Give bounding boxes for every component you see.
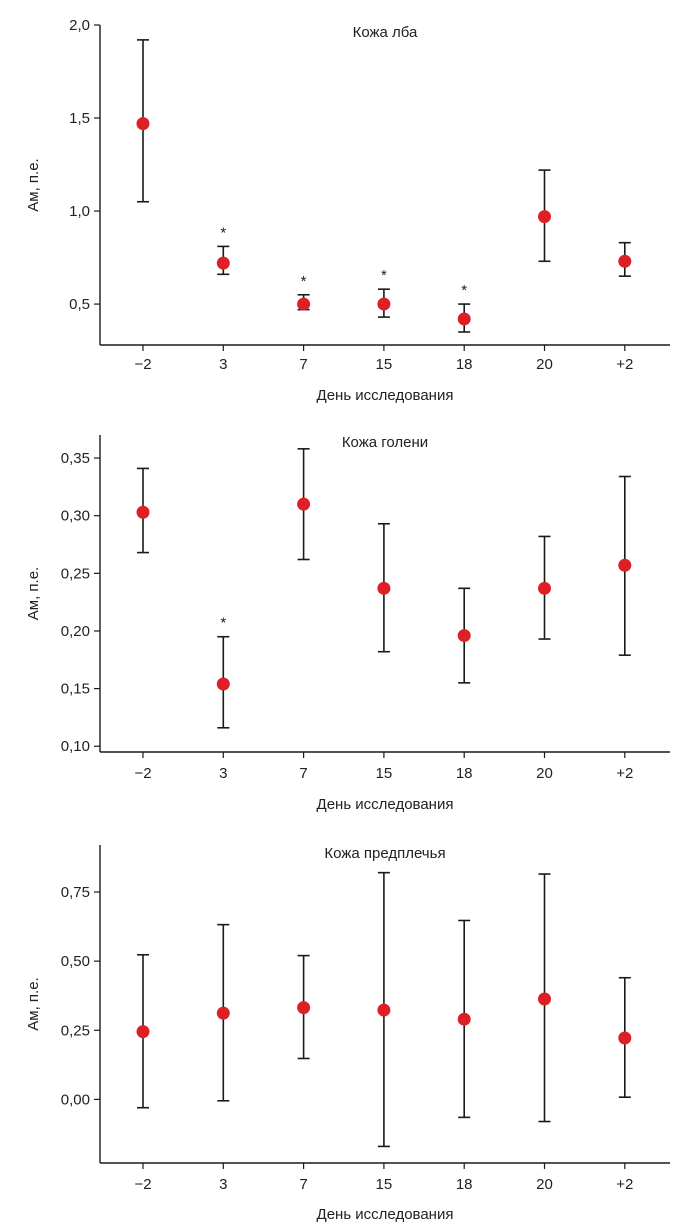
x-tick-label: 20 [536, 356, 553, 373]
y-tick-label: 0,20 [61, 623, 90, 640]
x-tick-label: −2 [134, 1176, 151, 1193]
data-point [136, 117, 150, 131]
data-point [618, 1031, 632, 1045]
data-point [538, 992, 551, 1006]
significance-asterisk: * [381, 267, 387, 284]
data-point [457, 629, 471, 643]
x-tick-label: 3 [219, 765, 227, 782]
y-axis-label: Ам, п.е. [25, 567, 42, 620]
x-tick-label: 20 [536, 1176, 553, 1193]
y-tick-label: 1,0 [69, 203, 90, 220]
y-tick-label: 0,75 [61, 884, 90, 901]
significance-asterisk: * [220, 615, 226, 632]
x-tick-label: 18 [456, 356, 473, 373]
data-point [216, 677, 230, 691]
y-tick-label: 1,5 [69, 110, 90, 127]
x-tick-label: +2 [616, 765, 633, 782]
x-axis-label: День исследования [317, 1206, 454, 1223]
significance-asterisk: * [461, 282, 467, 299]
y-tick-label: 0,10 [61, 738, 90, 755]
y-tick-label: 2,0 [69, 17, 90, 34]
y-axis-label: Ам, п.е. [25, 977, 42, 1030]
x-tick-label: 20 [536, 765, 553, 782]
x-tick-label: 18 [456, 765, 473, 782]
chart-title: Кожа голени [342, 434, 428, 451]
x-axis-label: День исследования [317, 796, 454, 813]
significance-asterisk: * [220, 224, 226, 241]
chart-panel-1: Кожа лба 0,5 1,0 1,5 2,0 Ам, п.е. −2 3 7 15 18 20 +2… [25, 17, 670, 404]
x-tick-label: 15 [376, 1176, 393, 1193]
data-point [297, 1001, 311, 1015]
y-tick-label: 0,15 [61, 681, 90, 698]
chart-panel-2: Кожа голени 0,10 0,15 0,20 0,25 0,30 0,35 Ам, п… [25, 434, 670, 813]
data-point [297, 297, 311, 311]
x-axis-label: День исследования [317, 387, 454, 404]
chart-title: Кожа лба [353, 24, 418, 41]
x-tick-label: 3 [219, 356, 227, 373]
data-point [538, 210, 551, 224]
data-point [297, 497, 311, 511]
x-tick-label: 15 [376, 765, 393, 782]
y-tick-label: 0,00 [61, 1091, 90, 1108]
x-tick-label: 7 [299, 1176, 307, 1193]
x-tick-label: 18 [456, 1176, 473, 1193]
x-tick-label: −2 [134, 765, 151, 782]
significance-asterisk: * [301, 273, 307, 290]
data-point [377, 581, 391, 595]
x-tick-label: 3 [219, 1176, 227, 1193]
data-point [618, 558, 632, 572]
y-tick-label: 0,50 [61, 953, 90, 970]
x-tick-label: +2 [616, 356, 633, 373]
y-tick-label: 0,35 [61, 450, 90, 467]
x-tick-label: 15 [376, 356, 393, 373]
x-tick-label: 7 [299, 356, 307, 373]
chart-title: Кожа предплечья [324, 845, 445, 862]
chart-panel-3: Кожа предплечья 0,00 0,25 0,50 0,75 Ам, п.е. −… [25, 845, 670, 1223]
data-point [538, 581, 551, 595]
data-point [216, 256, 230, 270]
x-tick-label: 7 [299, 765, 307, 782]
data-point [377, 297, 391, 311]
data-point [136, 505, 150, 519]
y-tick-label: 0,5 [69, 296, 90, 313]
data-point [618, 254, 632, 268]
data-point [216, 1006, 230, 1020]
x-tick-label: −2 [134, 356, 151, 373]
y-axis-label: Ам, п.е. [25, 158, 42, 211]
x-tick-label: +2 [616, 1176, 633, 1193]
data-point [136, 1025, 150, 1039]
y-tick-label: 0,25 [61, 1022, 90, 1039]
y-tick-label: 0,30 [61, 508, 90, 525]
data-point [457, 312, 471, 326]
data-point [457, 1012, 471, 1026]
y-tick-label: 0,25 [61, 565, 90, 582]
data-point [377, 1003, 391, 1017]
